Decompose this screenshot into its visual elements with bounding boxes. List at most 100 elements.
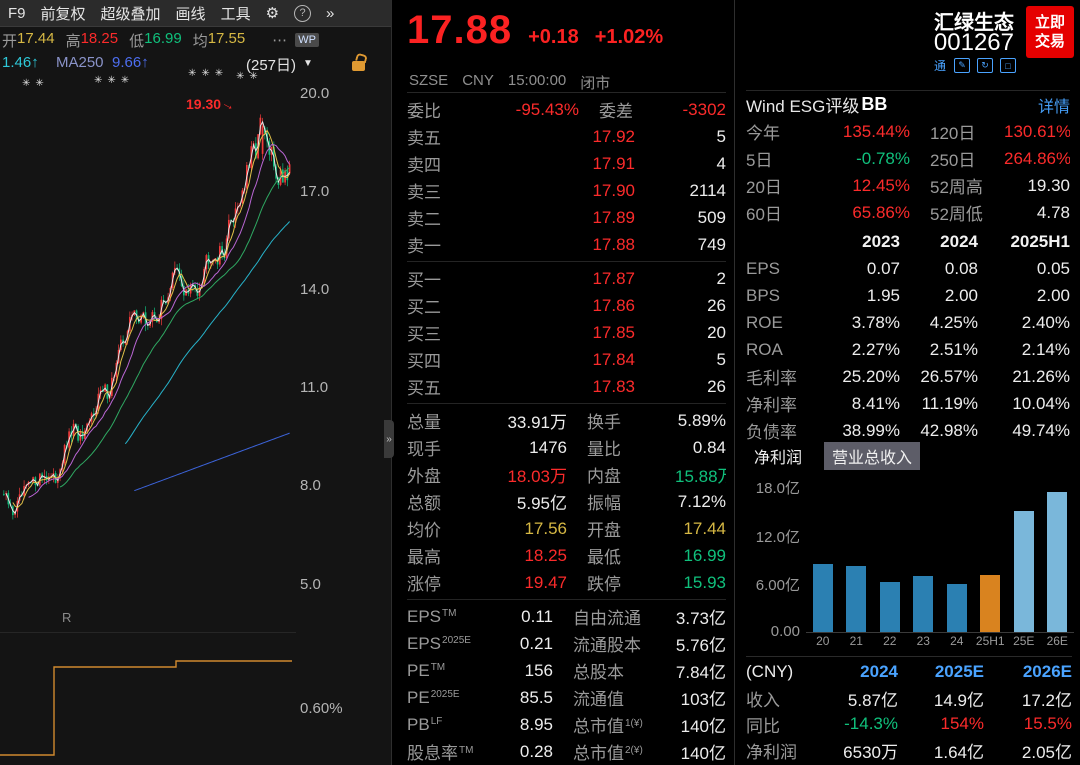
perf-label: 250日 [930, 151, 976, 170]
bid-size: 5 [716, 349, 726, 369]
perf-label: 5日 [746, 151, 773, 170]
metric-label-superscript: 2(¥) [625, 745, 643, 756]
bid-row[interactable]: 买五 17.83 26 [407, 373, 726, 400]
ask-row[interactable]: 卖一 17.88 749 [407, 231, 726, 258]
forecast-value: 15.5% [1023, 714, 1072, 733]
more-dots-icon[interactable]: ⋯ [272, 32, 288, 49]
stat-row: 总额 5.95亿 振幅 7.12% [407, 488, 726, 515]
bid-row[interactable]: 买三 17.85 20 [407, 319, 726, 346]
financials-value: 25.20% [842, 366, 900, 386]
bid-row[interactable]: 买一 17.87 2 [407, 261, 726, 292]
stat-value: 5.95亿 [516, 494, 567, 513]
ma-indicator-row: 1.46↑ MA250 9.66↑ (257日) ▼ [0, 52, 391, 76]
quote-header: 17.88 +0.18 +1.02% [407, 8, 663, 53]
ask-row[interactable]: 卖四 17.91 4 [407, 150, 726, 177]
sub-indicator-chart[interactable] [0, 632, 296, 763]
tong-channel-icon[interactable]: 通 [933, 59, 946, 73]
help-icon[interactable]: ? [294, 4, 312, 22]
revenue-bar [1047, 492, 1068, 632]
perf-value: 65.86% [852, 202, 910, 222]
bar-slot [1007, 486, 1041, 632]
stat-label: 最高 [407, 548, 441, 567]
dropdown-caret-icon[interactable]: ▼ [303, 58, 313, 69]
valuation-row: PETM 156 总股本 7.84亿 [407, 657, 726, 684]
stat-label: 总量 [407, 413, 441, 432]
forecast-metric-label: 同比 [746, 716, 780, 736]
ma250-label: MA250 [56, 54, 104, 71]
price-stat-label: 开 [2, 32, 18, 50]
market-status: 闭市 [580, 75, 611, 92]
metric-label: PE2025E [407, 688, 507, 708]
stat-label: 总额 [407, 494, 441, 513]
bid-size: 26 [707, 295, 726, 315]
valuation-row: PE2025E 85.5 流通值 103亿 [407, 684, 726, 711]
tab-net-profit[interactable]: 净利润 [754, 450, 803, 467]
revenue-bar [1013, 511, 1034, 632]
weicha-label: 委差 [599, 102, 633, 121]
performance-row: 5日 -0.78% 250日 264.86% [746, 145, 1070, 172]
stat-label: 外盘 [407, 467, 441, 486]
perf-label: 52周低 [930, 205, 983, 224]
perf-value: 19.30 [1027, 175, 1070, 195]
financials-value: 21.26% [1012, 366, 1070, 386]
indicator-r-label: R [62, 610, 72, 625]
currency-label: CNY [462, 72, 494, 89]
price-stat: 开 17.44 [2, 30, 55, 51]
perf-value: 130.61% [1004, 121, 1070, 141]
popout-window-icon[interactable]: □ [1000, 58, 1016, 73]
ask-size: 5 [716, 126, 726, 146]
price-axis-label: 5.0 [300, 575, 321, 593]
toolbar-overflow-icon[interactable]: » [326, 4, 335, 22]
stat-value: 7.12% [677, 491, 726, 511]
revenue-bar [980, 575, 1001, 632]
bid-row[interactable]: 买四 17.84 5 [407, 346, 726, 373]
wp-badge[interactable]: WP [295, 33, 319, 47]
price-axis-label: 8.0 [300, 477, 321, 495]
financials-row: ROA 2.27% 2.51% 2.14% [746, 336, 1070, 363]
edit-icon[interactable]: ✎ [954, 58, 970, 73]
tab-total-revenue[interactable]: 营业总收入 [824, 442, 921, 470]
unlock-icon[interactable] [352, 61, 365, 71]
metric-label-superscript: LF [430, 715, 443, 727]
ask-row[interactable]: 卖五 17.92 5 [407, 123, 726, 150]
weibi-value: -95.43% [515, 99, 579, 119]
valuation-value: 3.73亿 [675, 609, 726, 628]
price-stat-value: 18.25 [80, 29, 119, 47]
toolbar-button[interactable]: 画线 [175, 5, 206, 23]
stat-row: 外盘 18.03万 内盘 15.88万 [407, 461, 726, 488]
esg-detail-link[interactable]: 详情 [1037, 98, 1070, 116]
financials-value: 2.40% [1021, 312, 1070, 332]
forecast-header-row: (CNY) 2024 2025E 2026E [746, 659, 1072, 685]
period-selector[interactable]: (257日) [246, 57, 297, 74]
revenue-bar [812, 564, 833, 632]
panel-collapse-handle[interactable]: » [384, 420, 394, 458]
bid-row[interactable]: 买二 17.86 26 [407, 292, 726, 319]
metric-label-superscript: TM [442, 607, 457, 619]
toolbar-button[interactable]: 工具 [220, 5, 251, 23]
ask-level-label: 卖二 [407, 210, 441, 229]
refresh-icon[interactable]: ↻ [977, 58, 993, 73]
ask-row[interactable]: 卖三 17.90 2114 [407, 177, 726, 204]
financials-row: ROE 3.78% 4.25% 2.40% [746, 309, 1070, 336]
toolbar-button[interactable]: 超级叠加 [100, 5, 161, 23]
toolbar-button[interactable]: 前复权 [40, 5, 86, 23]
sub-chart-axis-label: 0.60% [300, 700, 343, 717]
settings-gear-icon[interactable]: ⚙ [265, 5, 280, 22]
candlestick-chart[interactable] [0, 78, 296, 630]
financials-value: 4.25% [929, 312, 978, 332]
valuation-value: 140亿 [680, 717, 726, 736]
bar-chart-x-axis: 20 21 22 23 24 25H1 25E 26E [806, 634, 1074, 648]
order-imbalance-row: 委比 -95.43% 委差 -3302 [407, 96, 726, 123]
ask-row[interactable]: 卖二 17.89 509 [407, 204, 726, 231]
metric-label-superscript: 2025E [430, 688, 460, 700]
toolbar-button[interactable]: F9 [8, 4, 26, 22]
metric-label: EPS2025E [407, 634, 507, 654]
trade-now-button[interactable]: 立即 交易 [1026, 6, 1074, 58]
stat-value: 19.47 [524, 572, 567, 592]
stock-code: 001267 [933, 29, 1014, 56]
financials-header-row: 2023 2024 2025H1 [746, 228, 1070, 255]
price-stat: 均 17.55 [193, 30, 246, 51]
valuation-value: 85.5 [519, 687, 553, 707]
price-change: +0.18 [528, 26, 579, 48]
bar-slot [806, 486, 840, 632]
